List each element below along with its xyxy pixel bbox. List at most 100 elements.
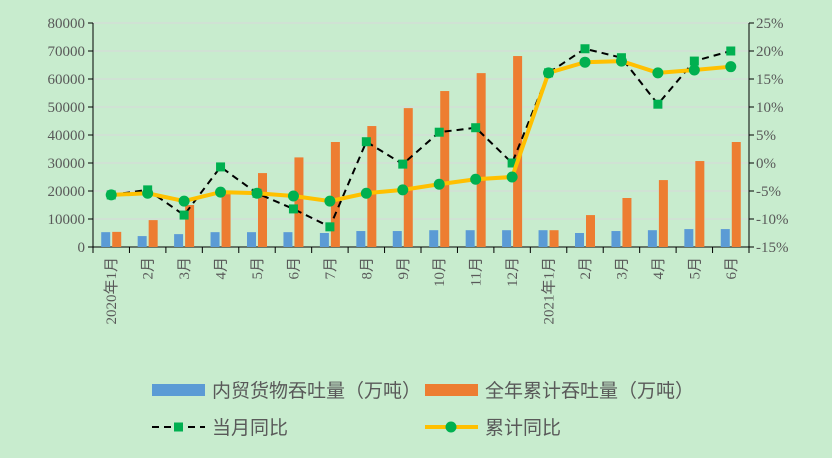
circle-marker [105, 189, 117, 201]
right-tick-label: -15% [756, 240, 789, 256]
legend-label: 累计同比 [485, 417, 561, 439]
legend-label: 全年累计吞吐量（万吨） [485, 380, 694, 402]
bar-cumulative [148, 220, 158, 247]
right-tick-label: 5% [756, 128, 776, 144]
bar-cumulative [440, 91, 450, 247]
bar-cumulative [586, 215, 595, 247]
bar-cumulative [258, 173, 267, 247]
left-tick-label: 60000 [48, 72, 86, 88]
square-marker [726, 46, 736, 56]
x-tick-label: 5月 [687, 257, 703, 280]
circle-marker [397, 184, 409, 196]
circle-marker [251, 187, 263, 199]
bar-monthly [283, 232, 293, 247]
right-tick-label: -5% [756, 184, 781, 200]
square-marker [179, 210, 189, 220]
legend-swatch [152, 384, 205, 396]
left-tick-label: 0 [78, 240, 86, 256]
right-tick-label: 15% [756, 72, 784, 88]
right-tick-label: -10% [756, 212, 789, 228]
bar-monthly [647, 230, 657, 247]
square-marker [507, 158, 517, 168]
left-tick-label: 80000 [48, 16, 86, 32]
left-tick-label: 10000 [48, 212, 86, 228]
bar-cumulative [622, 198, 632, 247]
bar-monthly [502, 230, 512, 247]
square-marker [398, 159, 408, 169]
left-tick-label: 40000 [48, 128, 86, 144]
circle-marker [433, 178, 445, 190]
circle-marker [579, 56, 591, 68]
right-tick-label: 10% [756, 100, 784, 116]
circle-marker [324, 195, 336, 207]
bar-monthly [319, 233, 329, 247]
square-marker [361, 137, 371, 147]
x-tick-label: 4月 [214, 257, 230, 280]
x-tick-label: 9月 [396, 257, 412, 280]
bar-monthly [392, 231, 402, 247]
circle-marker [688, 64, 700, 76]
bar-cumulative [731, 142, 741, 247]
series-line-cumulative-yoy [111, 59, 731, 204]
square-marker [288, 204, 298, 214]
bar-cumulative [330, 142, 340, 247]
x-tick-label: 3月 [614, 257, 630, 280]
bar-monthly [429, 230, 439, 247]
circle-marker [142, 187, 154, 199]
x-tick-label: 6月 [724, 257, 740, 280]
legend-square-marker [174, 422, 183, 432]
square-marker [689, 56, 699, 66]
bar-monthly [611, 231, 621, 247]
square-marker [434, 127, 444, 137]
x-tick-label: 6月 [286, 257, 302, 280]
circle-marker [287, 190, 299, 202]
right-tick-label: 0% [756, 156, 776, 172]
square-marker [580, 44, 590, 54]
square-marker [325, 222, 335, 232]
x-tick-label: 2021年1月 [541, 257, 558, 325]
x-tick-label: 3月 [177, 257, 193, 280]
bar-monthly [720, 229, 730, 247]
bar-cumulative [549, 230, 559, 247]
x-tick-label: 4月 [651, 257, 667, 280]
left-tick-label: 20000 [48, 184, 86, 200]
left-tick-label: 70000 [48, 44, 86, 60]
bar-monthly [101, 232, 111, 247]
bar-monthly [174, 234, 184, 247]
circle-marker [615, 55, 627, 67]
legend-label: 内贸货物吞吐量（万吨） [212, 380, 421, 402]
circle-marker [178, 195, 190, 207]
circle-marker [360, 187, 372, 199]
bar-monthly [684, 229, 694, 247]
circle-marker [506, 171, 518, 183]
legend-swatch [425, 384, 478, 396]
square-marker [216, 162, 226, 172]
bar-monthly [538, 230, 548, 247]
bar-monthly [137, 236, 147, 247]
circle-marker [725, 61, 737, 73]
bar-cumulative [367, 126, 377, 247]
bar-cumulative [294, 157, 304, 247]
circle-marker [543, 67, 555, 79]
bar-cumulative [658, 180, 668, 247]
right-tick-label: 20% [756, 44, 784, 60]
bar-cumulative [185, 205, 195, 247]
circle-marker [652, 67, 664, 79]
right-tick-label: 25% [756, 16, 784, 32]
x-tick-label: 12月 [505, 257, 521, 287]
x-tick-label: 8月 [359, 257, 375, 280]
x-tick-label: 10月 [432, 257, 448, 287]
bar-monthly [210, 232, 220, 247]
x-tick-label: 11月 [469, 257, 485, 286]
bar-cumulative [221, 192, 231, 247]
bar-monthly [247, 232, 256, 247]
bar-monthly [465, 230, 475, 247]
circle-marker [215, 186, 227, 198]
left-tick-label: 50000 [48, 100, 86, 116]
bar-cumulative [695, 161, 705, 247]
legend-label: 当月同比 [212, 417, 288, 439]
circle-marker [470, 173, 482, 185]
series-line-monthly-yoy [111, 47, 732, 229]
